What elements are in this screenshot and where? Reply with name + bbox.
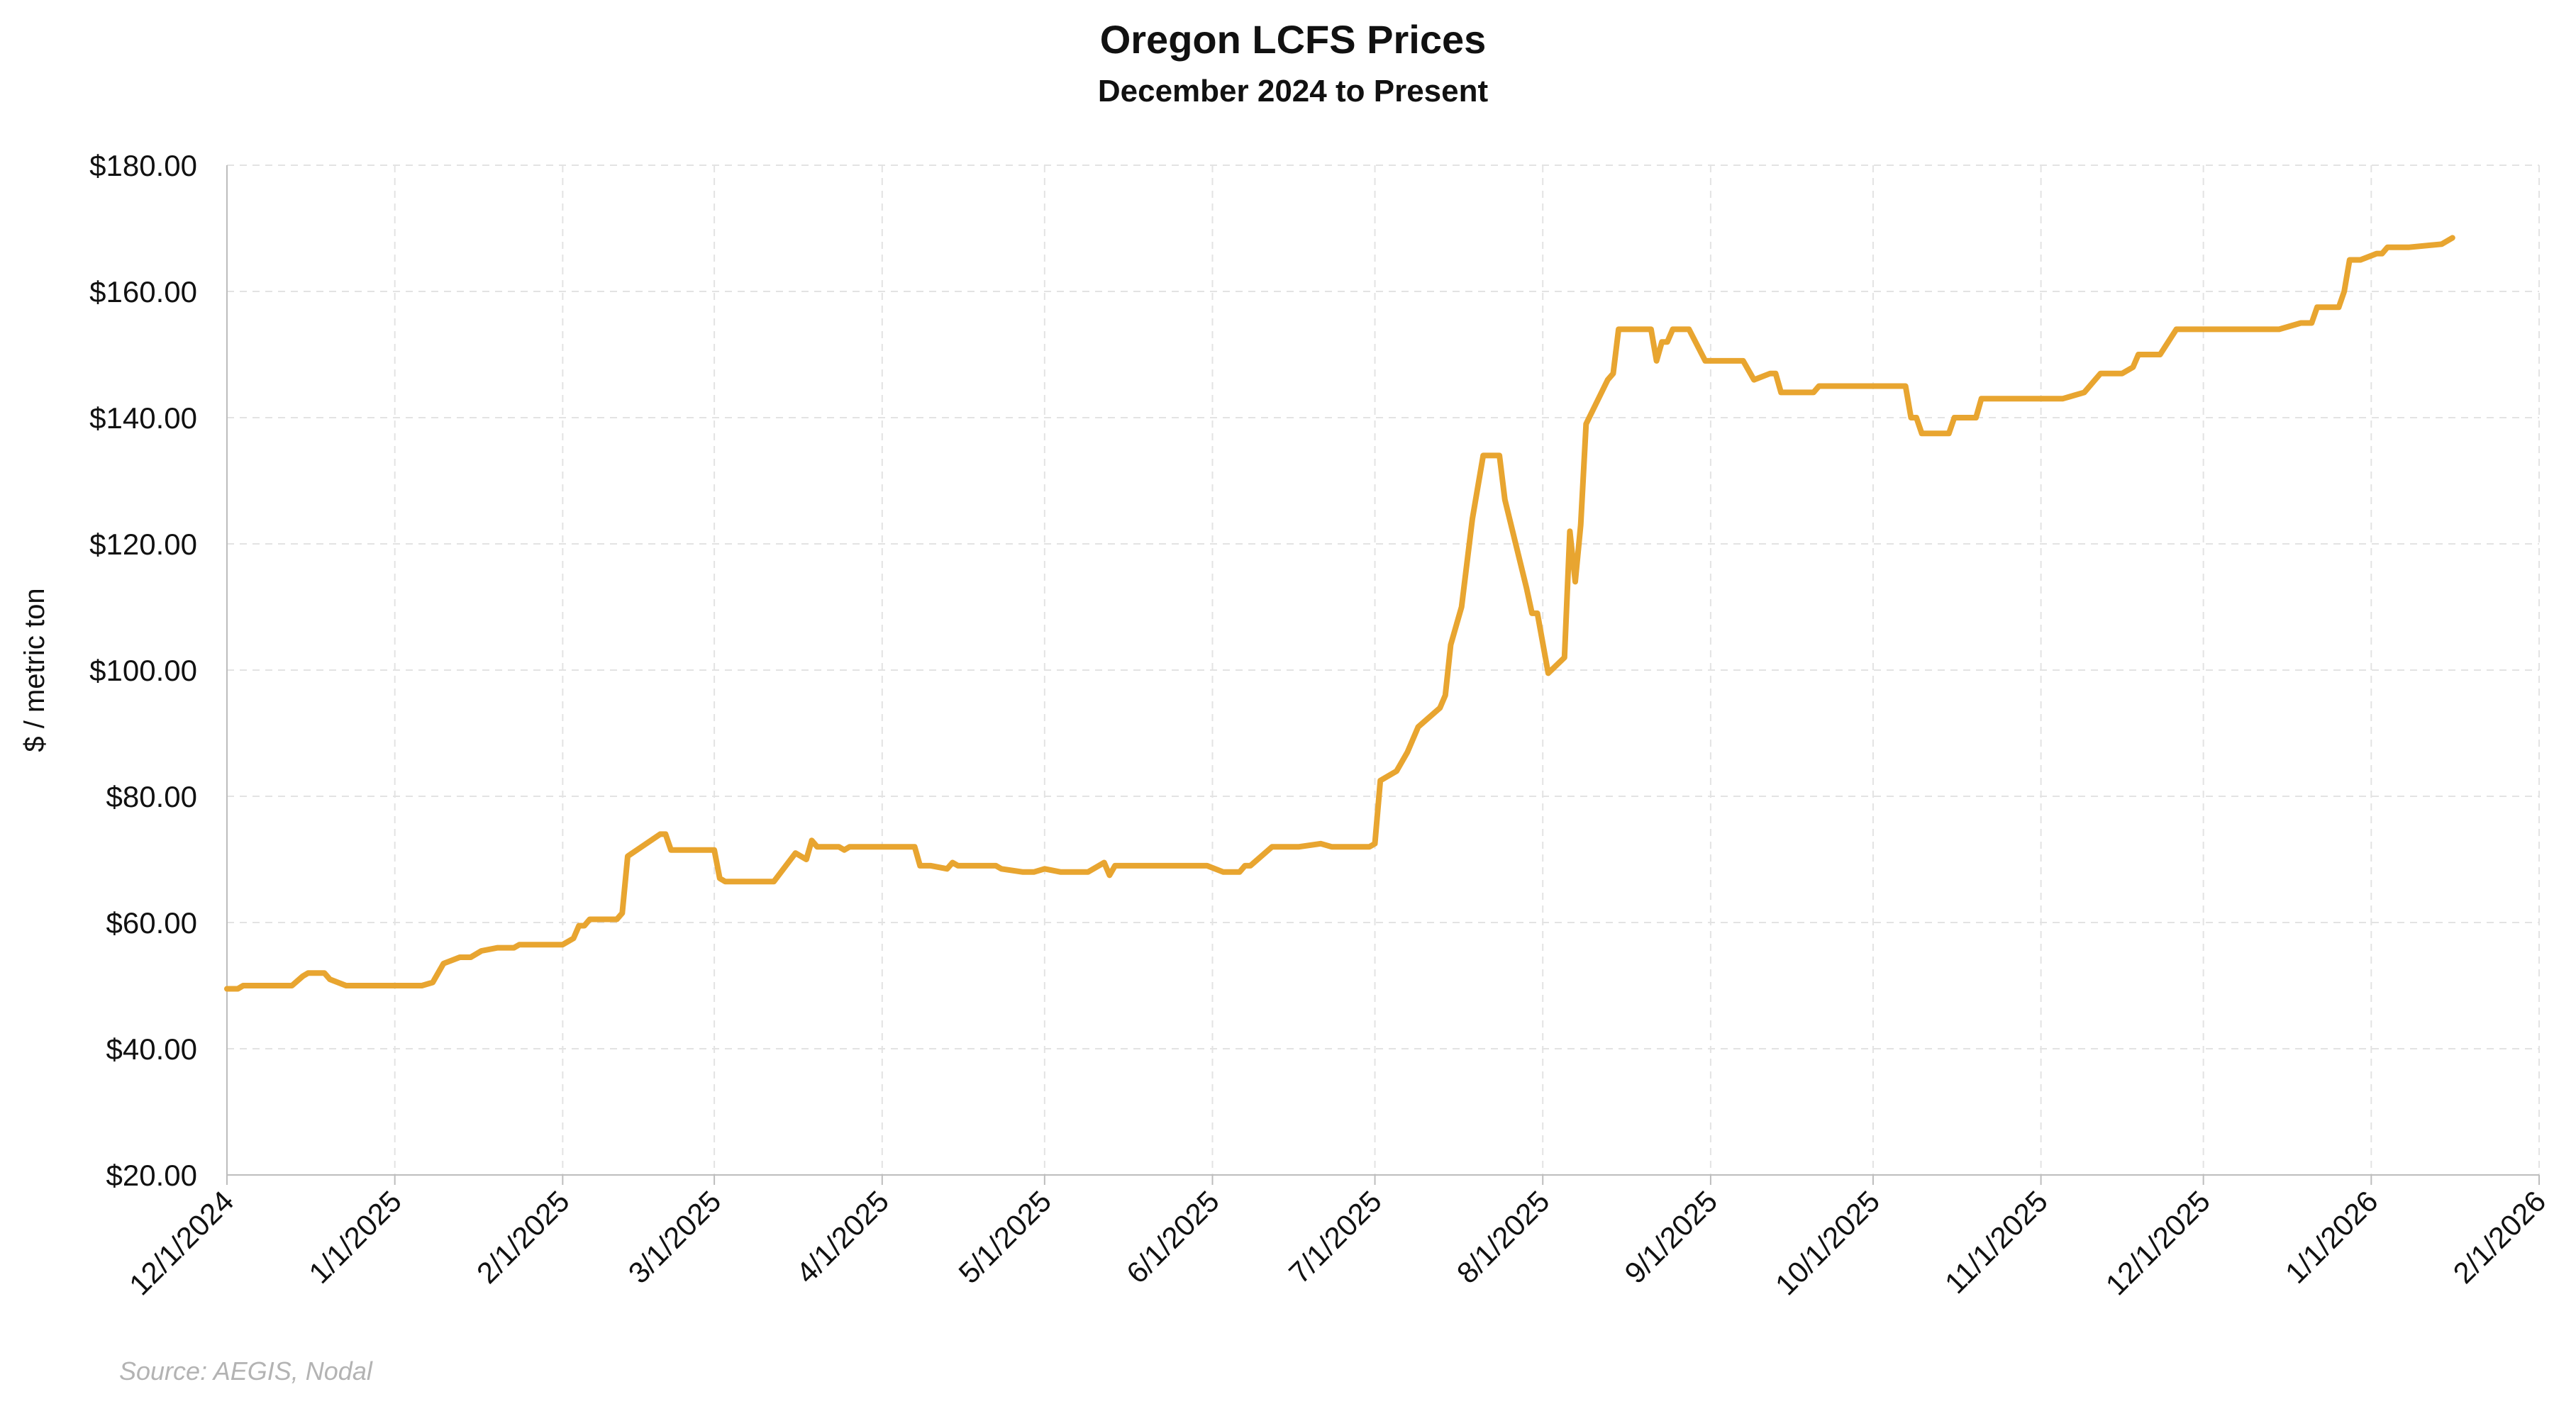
- x-tick-label: 1/1/2025: [302, 1184, 408, 1290]
- x-tick-label: 11/1/2025: [1938, 1184, 2054, 1300]
- y-tick-label: $40.00: [106, 1032, 197, 1066]
- x-axis: 12/1/2024 1/1/2025 2/1/2025 3/1/2025 4/1/202…: [123, 1174, 2553, 1301]
- y-tick-label: $80.00: [106, 780, 197, 813]
- x-tick-label: 12/1/2025: [2099, 1184, 2216, 1301]
- x-tick-label: 12/1/2024: [123, 1184, 240, 1301]
- y-axis: $20.00 $40.00 $60.00 $80.00 $100.00 $120.00 $1…: [89, 149, 228, 1192]
- x-tick-label: 1/1/2026: [2279, 1184, 2385, 1290]
- x-tick-label: 2/1/2025: [470, 1184, 576, 1290]
- y-tick-label: $20.00: [106, 1159, 197, 1192]
- series-line-price: [224, 235, 2455, 992]
- series-layer: [224, 235, 2455, 992]
- x-tick-label: 3/1/2025: [622, 1184, 728, 1290]
- x-tick-label: 5/1/2025: [952, 1184, 1057, 1290]
- x-tick-label: 8/1/2025: [1450, 1184, 1556, 1290]
- y-tick-label: $140.00: [89, 401, 197, 435]
- x-tick-label: 9/1/2025: [1618, 1184, 1723, 1290]
- x-tick-label: 10/1/2025: [1769, 1184, 1886, 1301]
- y-tick-label: $180.00: [89, 149, 197, 182]
- y-tick-label: $160.00: [89, 275, 197, 308]
- grid: [227, 165, 2540, 1175]
- chart-title: Oregon LCFS Prices: [1100, 17, 1487, 62]
- x-tick-label: 7/1/2025: [1282, 1184, 1388, 1290]
- y-tick-label: $120.00: [89, 528, 197, 561]
- x-tick-label: 4/1/2025: [789, 1184, 895, 1290]
- x-tick-label: 6/1/2025: [1120, 1184, 1226, 1290]
- y-tick-label: $60.00: [106, 906, 197, 940]
- x-tick-label: 2/1/2026: [2447, 1184, 2553, 1290]
- source-note: Source: AEGIS, Nodal: [119, 1356, 373, 1386]
- chart-subtitle: December 2024 to Present: [1098, 74, 1489, 108]
- y-axis-label: $ / metric ton: [19, 588, 50, 752]
- y-tick-label: $100.00: [89, 654, 197, 687]
